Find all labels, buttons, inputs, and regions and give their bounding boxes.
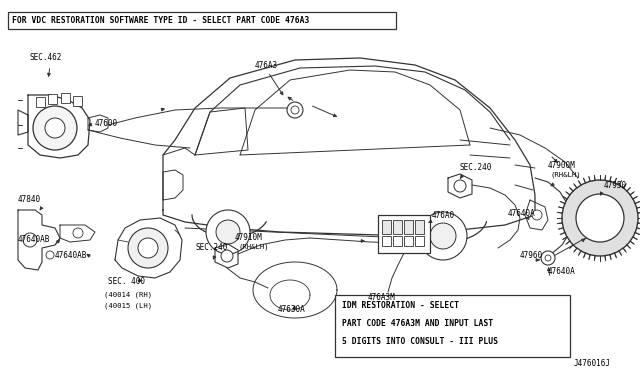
Text: SEC.462: SEC.462 xyxy=(30,54,62,62)
Text: J476016J: J476016J xyxy=(574,359,611,369)
Bar xyxy=(36,97,45,107)
Text: 47640AB: 47640AB xyxy=(55,250,88,260)
Circle shape xyxy=(454,180,466,192)
Circle shape xyxy=(73,228,83,238)
Text: 5 DIGITS INTO CONSULT - III PLUS: 5 DIGITS INTO CONSULT - III PLUS xyxy=(342,337,498,346)
Circle shape xyxy=(541,251,555,265)
Text: 47840: 47840 xyxy=(18,196,41,205)
Circle shape xyxy=(216,220,240,244)
Bar xyxy=(415,220,424,234)
Text: (RH&LH): (RH&LH) xyxy=(551,172,582,178)
Circle shape xyxy=(128,228,168,268)
Bar xyxy=(404,236,413,246)
Text: 47630A: 47630A xyxy=(278,305,306,314)
Bar xyxy=(382,220,391,234)
Circle shape xyxy=(419,212,467,260)
Bar xyxy=(61,93,70,103)
Text: (RH&LH): (RH&LH) xyxy=(238,244,269,250)
Circle shape xyxy=(291,106,299,114)
Text: 47960: 47960 xyxy=(520,250,543,260)
Bar xyxy=(378,215,430,253)
Circle shape xyxy=(576,194,624,242)
Circle shape xyxy=(23,233,37,247)
Text: (40015 (LH): (40015 (LH) xyxy=(104,303,152,309)
Text: 47640AB: 47640AB xyxy=(18,235,51,244)
Circle shape xyxy=(206,210,250,254)
Bar xyxy=(382,236,391,246)
Circle shape xyxy=(33,106,77,150)
Circle shape xyxy=(45,118,65,138)
Circle shape xyxy=(532,210,542,220)
Text: 47910M: 47910M xyxy=(235,234,263,243)
Circle shape xyxy=(287,102,303,118)
Text: 47600: 47600 xyxy=(95,119,118,128)
Text: SEC. 400: SEC. 400 xyxy=(108,278,145,286)
Text: SEC.240: SEC.240 xyxy=(460,164,492,173)
Text: 476A3: 476A3 xyxy=(255,61,278,70)
Text: (40014 (RH): (40014 (RH) xyxy=(104,292,152,298)
Text: 47900M: 47900M xyxy=(548,160,576,170)
Text: PART CODE 476A3M AND INPUT LAST: PART CODE 476A3M AND INPUT LAST xyxy=(342,318,493,327)
Text: IDM RESTORATION - SELECT: IDM RESTORATION - SELECT xyxy=(342,301,459,310)
Text: 47640A: 47640A xyxy=(508,208,536,218)
Circle shape xyxy=(221,250,233,262)
Text: 47950: 47950 xyxy=(604,180,627,189)
Circle shape xyxy=(46,251,54,259)
Bar xyxy=(73,96,82,106)
Circle shape xyxy=(138,238,158,258)
Text: 476A3M: 476A3M xyxy=(368,294,396,302)
Bar xyxy=(8,12,396,29)
Bar xyxy=(393,220,402,234)
Text: 476A0: 476A0 xyxy=(432,211,455,219)
Circle shape xyxy=(562,180,638,256)
Bar xyxy=(48,94,57,104)
Circle shape xyxy=(545,255,551,261)
Bar xyxy=(335,295,570,357)
Bar xyxy=(415,236,424,246)
Text: SEC.240: SEC.240 xyxy=(195,244,227,253)
Circle shape xyxy=(430,223,456,249)
Text: 47640A: 47640A xyxy=(548,267,576,276)
Bar xyxy=(404,220,413,234)
Bar xyxy=(393,236,402,246)
Text: FOR VDC RESTORATION SOFTWARE TYPE ID - SELECT PART CODE 476A3: FOR VDC RESTORATION SOFTWARE TYPE ID - S… xyxy=(12,16,309,25)
